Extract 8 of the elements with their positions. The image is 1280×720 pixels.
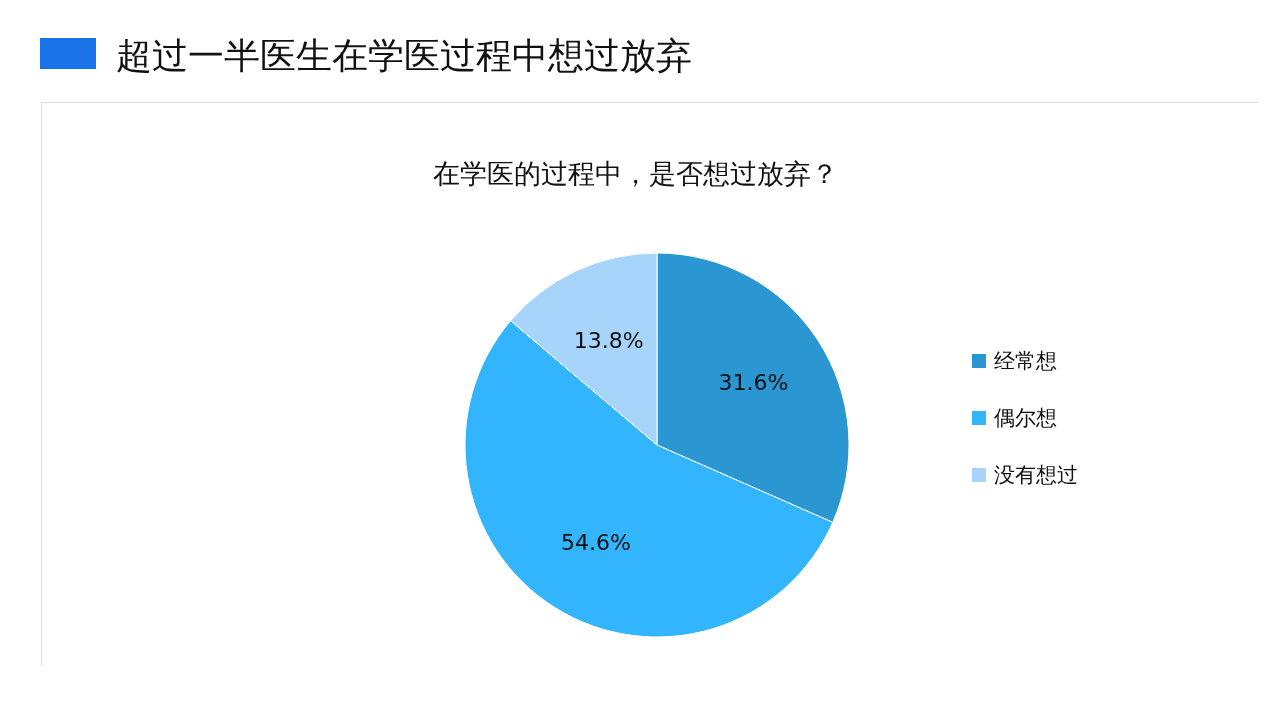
legend-label: 偶尔想 bbox=[994, 406, 1057, 431]
data-label: 31.6% bbox=[718, 369, 789, 395]
chart-title: 超过一半医生在学医过程中想过放弃 bbox=[116, 35, 692, 76]
data-label: 13.8% bbox=[573, 328, 644, 354]
data-label: 54.6% bbox=[560, 530, 631, 556]
legend-label: 经常想 bbox=[994, 349, 1057, 374]
chart-subtitle: 在学医的过程中，是否想过放弃？ bbox=[432, 158, 838, 189]
legend-label: 没有想过 bbox=[994, 463, 1078, 488]
